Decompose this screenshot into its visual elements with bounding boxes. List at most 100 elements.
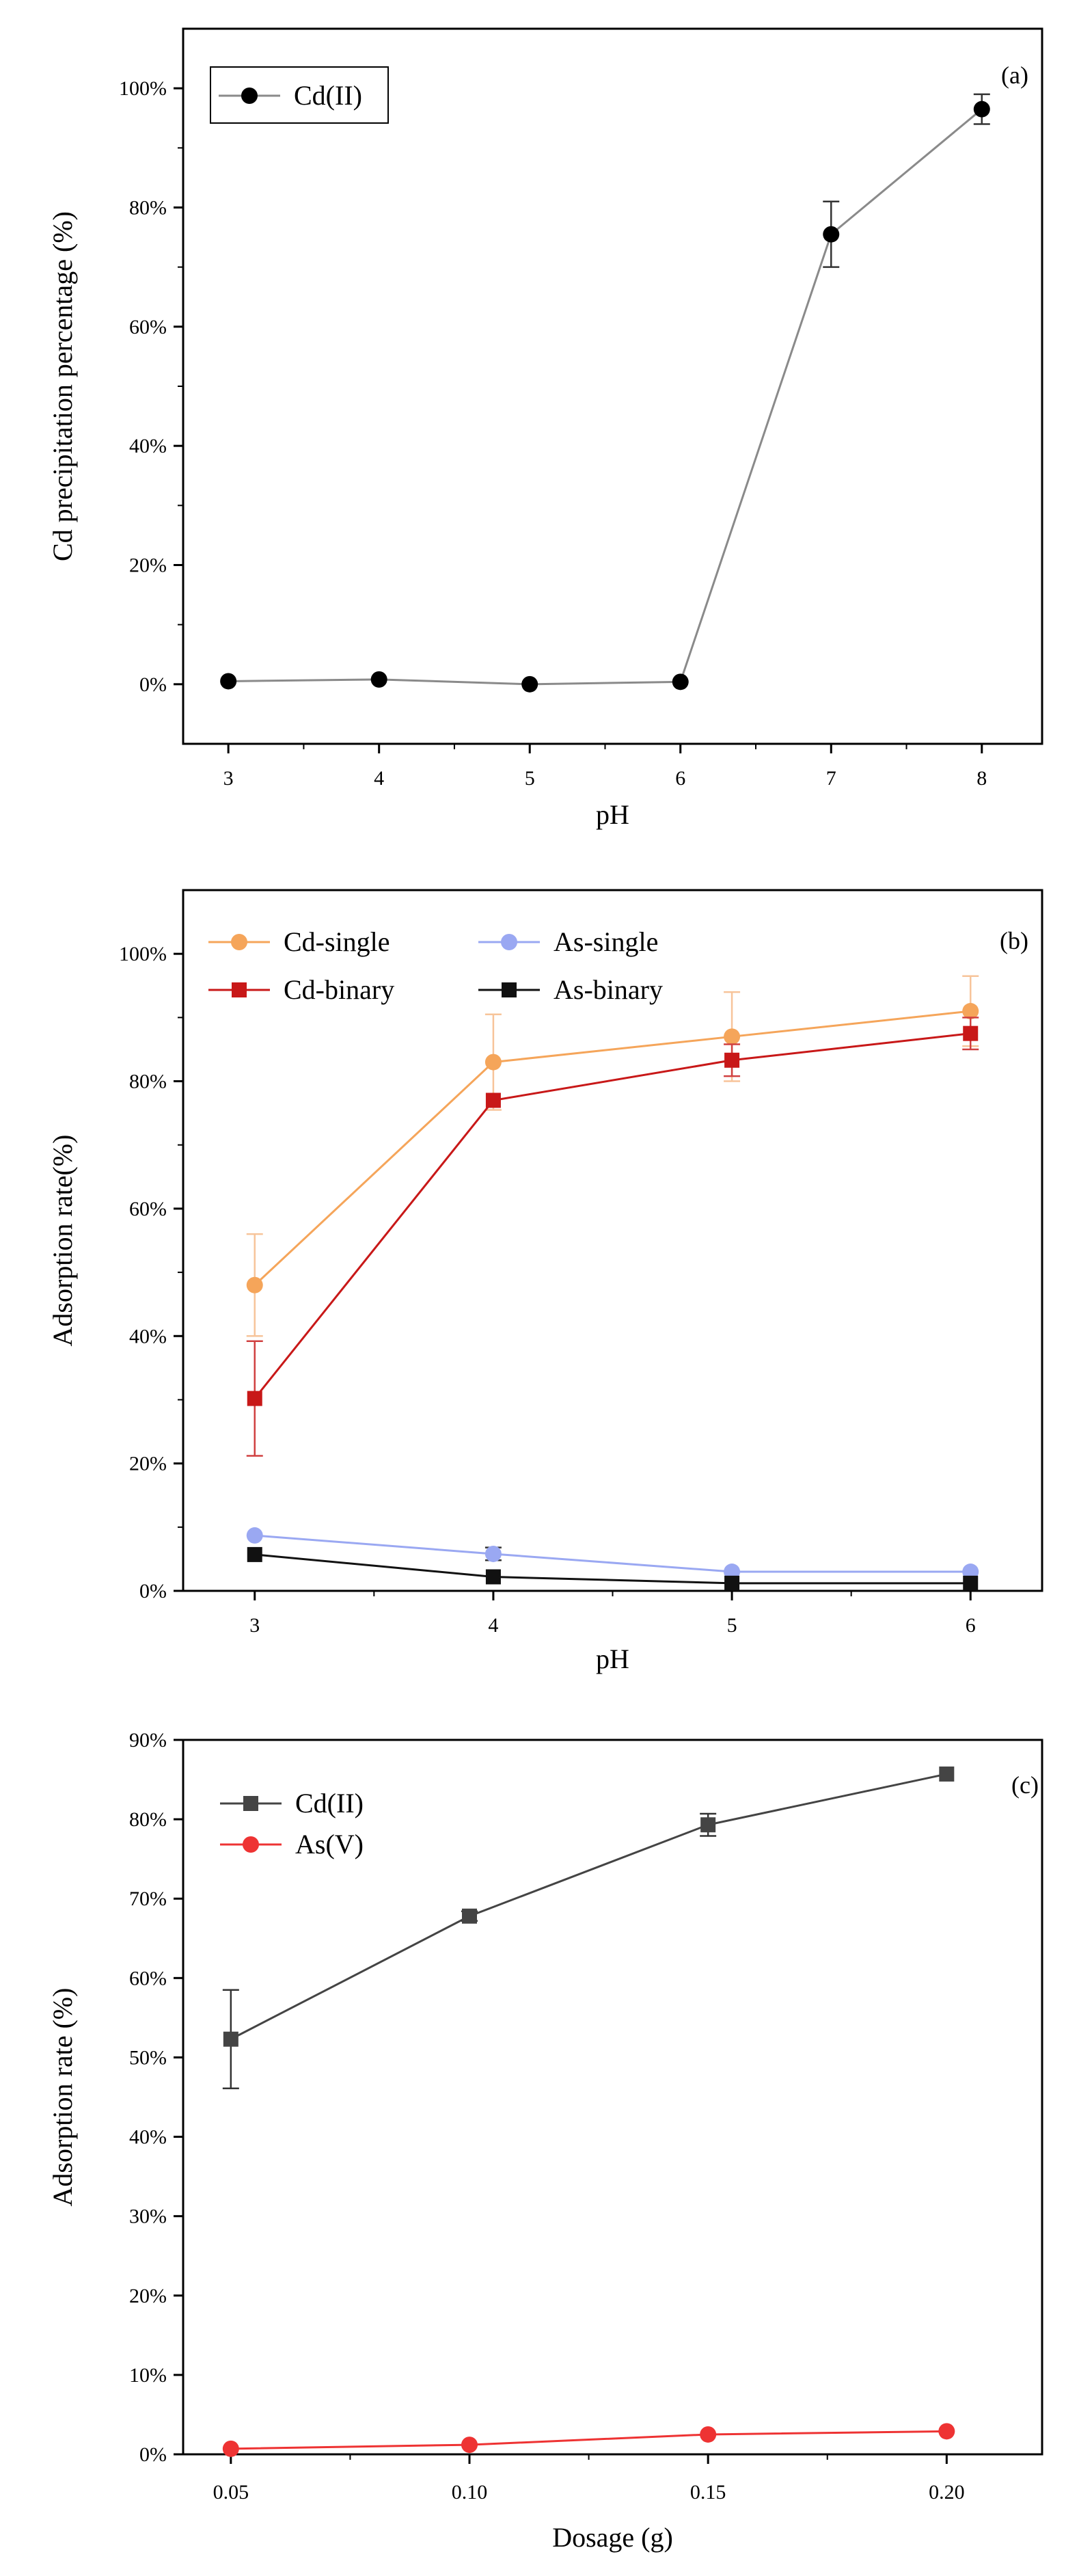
x-tick-label: 3 [249, 1614, 260, 1637]
data-point [246, 1527, 263, 1544]
plot-frame [182, 27, 1043, 745]
data-point [700, 1817, 716, 1833]
data-point [222, 2440, 239, 2457]
y-tick-label: 40% [129, 2126, 167, 2149]
y-tick-label: 80% [129, 197, 167, 219]
x-tick-label: 0.10 [452, 2481, 488, 2504]
legend-marker [243, 1796, 258, 1811]
data-point [939, 1766, 955, 1782]
legend: Cd(II) [210, 66, 389, 124]
x-tick-label: 6 [966, 1614, 976, 1637]
data-point [223, 2031, 238, 2047]
x-tick-label: 4 [374, 767, 384, 790]
x-tick-label: 6 [675, 767, 685, 790]
y-axis-label: Adsorption rate(%) [47, 1135, 78, 1347]
legend-marker [232, 982, 247, 997]
y-axis-label: Cd precipitation percentage (%) [47, 211, 78, 561]
y-tick-label: 60% [129, 1967, 167, 1989]
data-point [461, 2437, 478, 2454]
y-tick-label: 60% [129, 1198, 167, 1220]
chart-panel-1: 0% 20% 40% 60% 80% 100% 3 4 5 6 7 8 pH Cd precipitati… [47, 27, 1043, 830]
series-cd-single [246, 975, 979, 1337]
y-tick-label: 50% [129, 2046, 167, 2069]
data-point [484, 1054, 502, 1071]
x-tick-label: 5 [727, 1614, 737, 1637]
series-line [254, 1534, 971, 1573]
x-tick-label: 0.15 [690, 2481, 726, 2504]
chart-panel-2: 0% 20% 40% 60% 80% 100% 3 4 5 6 pH Adsorption rate(… [47, 889, 1043, 1674]
y-tick-label: 0% [139, 673, 167, 696]
series-as-binary [247, 1546, 979, 1591]
legend-item: As-single [478, 926, 658, 957]
data-point [962, 1003, 979, 1020]
y-tick-label: 40% [129, 435, 167, 457]
legend-label: Cd-binary [284, 974, 394, 1005]
data-point [485, 1569, 501, 1585]
data-point [484, 1545, 502, 1562]
data-point [247, 1391, 262, 1406]
legend-label: Cd-single [284, 926, 390, 957]
legend: Cd-single As-single Cd-binary As-binary [208, 926, 663, 1005]
x-tick-label: 8 [976, 767, 987, 790]
legend-marker [231, 934, 247, 950]
data-point [485, 1092, 501, 1108]
legend-marker [243, 1836, 259, 1853]
x-tick-label: 0.05 [213, 2481, 249, 2504]
panel-label: (b) [1000, 927, 1028, 954]
chart-panel-3: 0% 10% 20% 30% 40% 50% 60% 70% 80% 90% 0.05 0.10 0.1… [47, 1729, 1043, 2553]
data-point [247, 1546, 262, 1562]
y-tick-label: 20% [129, 1453, 167, 1475]
series-as-v- [222, 2423, 955, 2457]
legend-item: Cd-binary [208, 974, 394, 1005]
y-axis-label: Adsorption rate (%) [47, 1988, 78, 2207]
y-tick-label: 0% [139, 2443, 167, 2466]
series-line [230, 1773, 947, 2041]
legend-item: Cd(II) [220, 1788, 364, 1819]
data-point [724, 1575, 740, 1591]
series-line [254, 1553, 971, 1585]
y-tick-label: 20% [129, 554, 167, 577]
series-cd-binary [246, 1017, 979, 1457]
data-point [938, 2423, 955, 2440]
series-line [230, 2430, 947, 2450]
legend-item: Cd-single [208, 926, 390, 957]
x-tick-label: 5 [525, 767, 535, 790]
data-point [724, 1028, 741, 1045]
data-point [462, 1908, 477, 1924]
y-tick-label: 80% [129, 1071, 167, 1093]
panel-label: (c) [1011, 1771, 1039, 1799]
series-as-single [246, 1527, 979, 1581]
data-point [963, 1575, 979, 1591]
legend: Cd(II) As(V) [220, 1788, 364, 1860]
x-axis-label: Dosage (g) [552, 2522, 673, 2553]
y-tick-label: 100% [119, 77, 167, 100]
legend-item: Cd(II) [219, 80, 362, 111]
x-tick-label: 3 [223, 767, 234, 790]
data-point [521, 675, 538, 693]
plot-frame [182, 1739, 1043, 2456]
data-point [246, 1276, 263, 1293]
y-tick-label: 0% [139, 1580, 167, 1602]
legend-label: Cd(II) [295, 1788, 364, 1819]
data-point [672, 673, 689, 690]
y-tick-label: 60% [129, 316, 167, 338]
legend-label: As(V) [295, 1829, 364, 1860]
data-point [220, 673, 237, 690]
data-point [973, 100, 990, 118]
series-line [228, 108, 983, 686]
series-line [254, 1032, 971, 1399]
x-tick-label: 7 [826, 767, 836, 790]
data-point [370, 671, 387, 688]
x-axis-label: pH [596, 1643, 629, 1674]
x-tick-label: 4 [488, 1614, 498, 1637]
y-tick-label: 30% [129, 2205, 167, 2228]
series-line [254, 1010, 971, 1286]
legend-marker [502, 982, 517, 997]
data-point [823, 226, 840, 243]
legend-box [210, 66, 389, 124]
panel-label: (a) [1001, 62, 1028, 89]
y-tick-label: 20% [129, 2285, 167, 2307]
series-cd-ii- [220, 93, 990, 693]
legend-item: As-binary [478, 974, 663, 1005]
